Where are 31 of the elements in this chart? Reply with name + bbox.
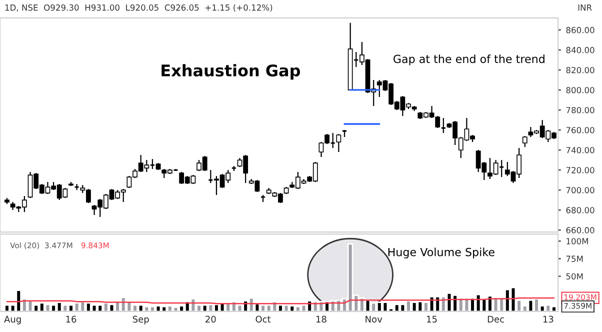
- text: INR: [578, 4, 592, 11]
- candlestick: [522, 135, 528, 148]
- x-tick-label: Dec: [488, 316, 504, 323]
- y-tick-label: 100M: [566, 238, 588, 244]
- x-tick-label: Sep: [132, 316, 149, 324]
- y-tick-label: 740.00: [566, 146, 594, 154]
- x-tick-label: 15: [427, 316, 437, 323]
- y-tick-label: 660.00: [566, 227, 594, 234]
- y-tick-label: 50M: [566, 273, 583, 280]
- x-tick-label: 13: [543, 316, 554, 323]
- x-tick-label: 16: [66, 316, 76, 323]
- y-tick-label: 700.00: [566, 187, 594, 194]
- y-tick-label: 780.00: [566, 106, 594, 114]
- candlestick: [336, 133, 342, 153]
- annotation: Huge Volume Spike: [388, 248, 494, 258]
- y-tick-label: 860.00: [566, 26, 594, 34]
- y-tick-label: 820.00: [566, 66, 594, 74]
- text: 1D, NSE O929.30 H931.00 L920.05 C926.05 +1.15 (+0.12%): [5, 4, 272, 12]
- annotation: Exhaustion Gap: [162, 64, 300, 80]
- x-tick-label: Oct: [256, 316, 271, 323]
- x-tick-label: Nov: [366, 316, 382, 323]
- x-tick-label: 18: [316, 316, 326, 323]
- y-tick-label: 800.00: [566, 86, 594, 94]
- y-tick-label: 760.00: [566, 126, 594, 134]
- y-tick-label: 840.00: [566, 46, 594, 54]
- y-tick-label: 720.00: [566, 167, 594, 174]
- y-tick-label: 680.00: [566, 207, 594, 214]
- y-tick-label: 75M: [566, 256, 583, 262]
- x-tick-label: Aug: [4, 316, 21, 324]
- x-tick-label: 20: [206, 316, 216, 323]
- annotation: Gap at the end of the trend: [393, 54, 544, 66]
